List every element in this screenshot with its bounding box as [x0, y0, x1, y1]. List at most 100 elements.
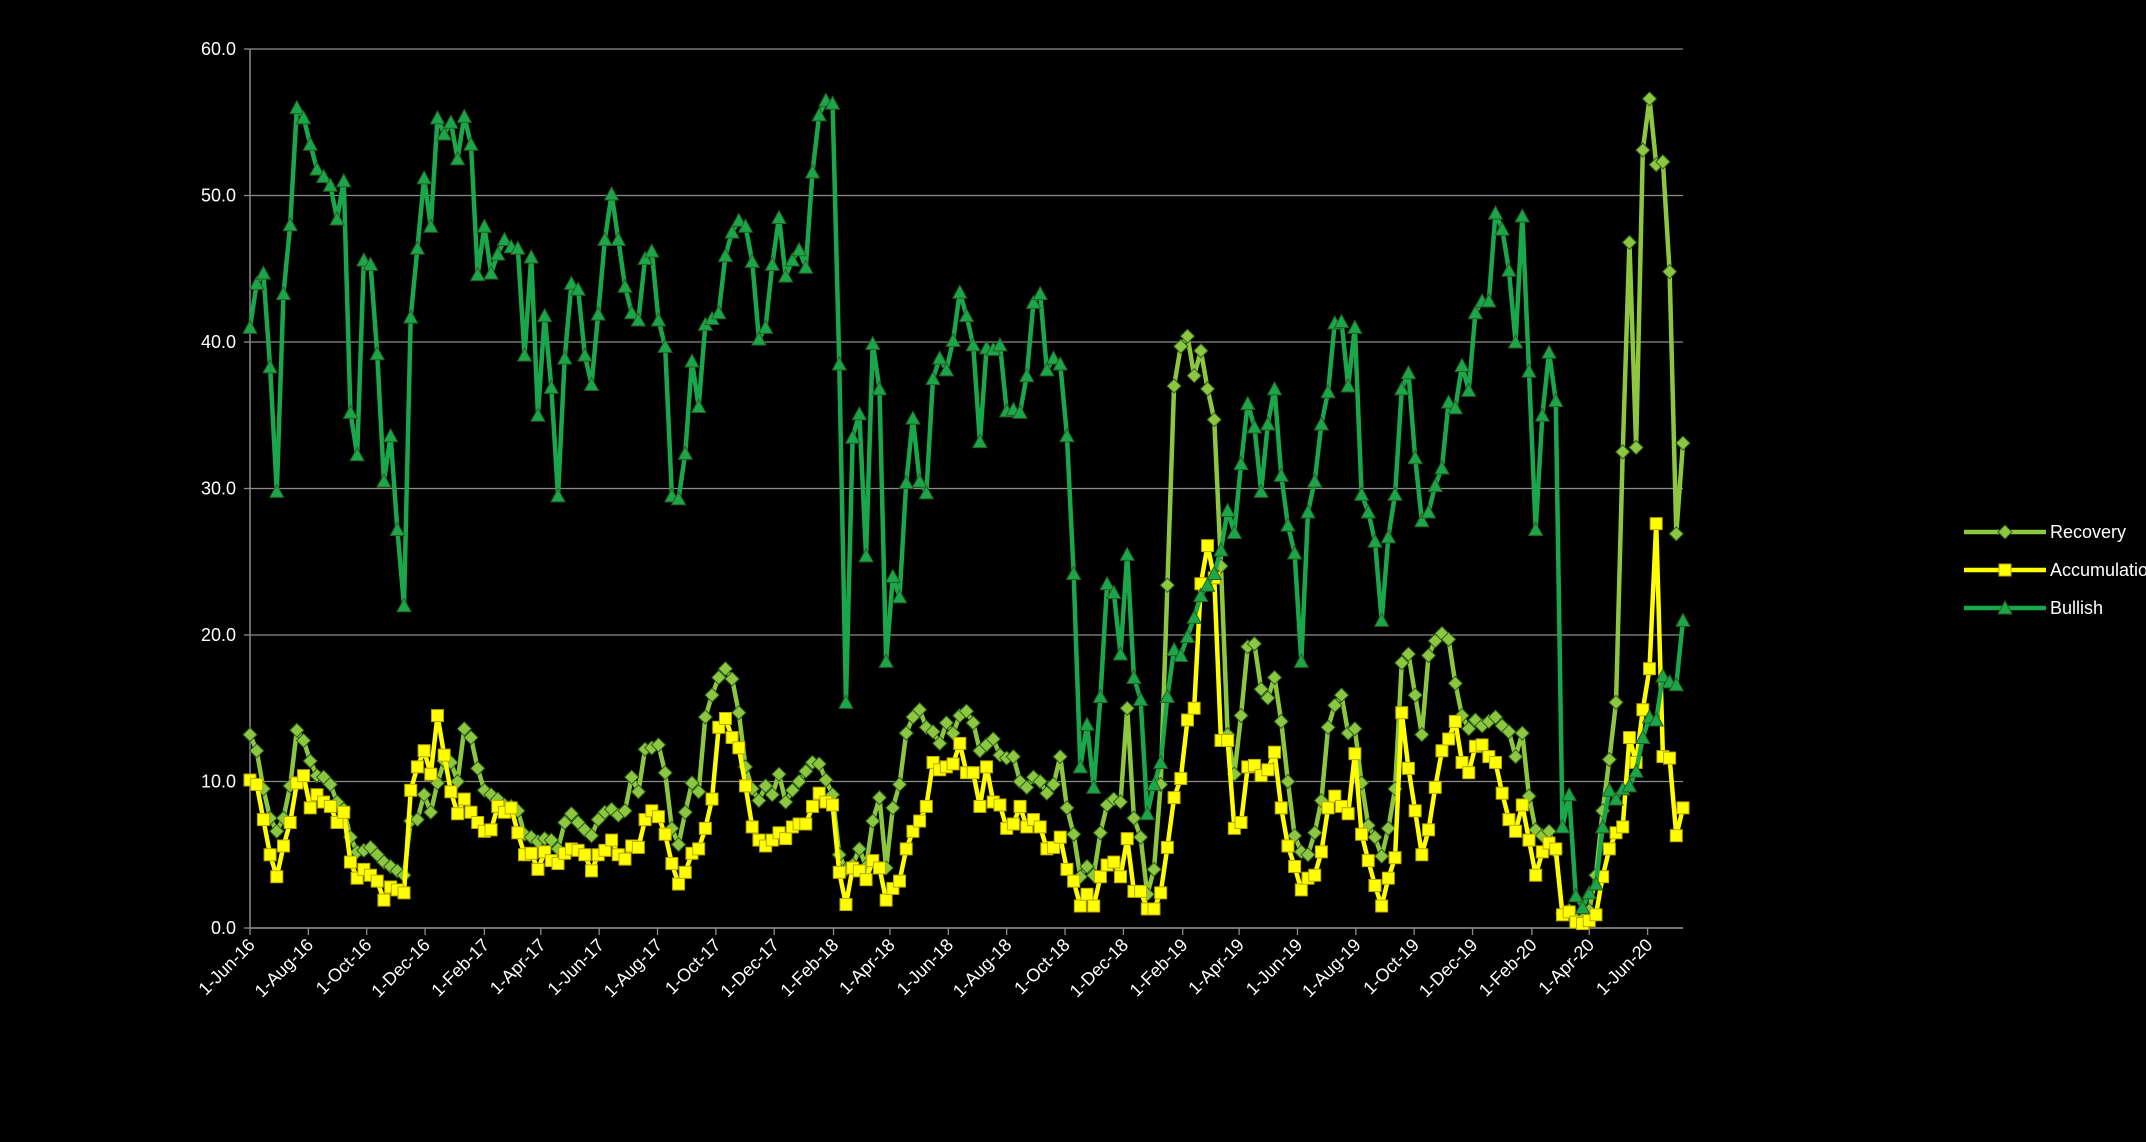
marker	[1005, 748, 1022, 765]
marker	[1648, 711, 1665, 727]
marker	[1407, 449, 1423, 465]
marker	[711, 669, 727, 686]
marker	[1521, 363, 1537, 378]
marker	[672, 877, 686, 891]
marker	[463, 729, 479, 746]
marker	[951, 284, 968, 299]
marker	[1072, 758, 1089, 774]
marker	[623, 304, 640, 320]
y-tick-label: 20.0	[201, 625, 236, 645]
marker	[1206, 411, 1222, 428]
marker	[677, 804, 693, 820]
marker	[402, 309, 419, 324]
marker	[1589, 908, 1603, 922]
marker	[919, 799, 933, 813]
marker	[585, 864, 599, 878]
marker	[389, 521, 406, 537]
marker	[1447, 399, 1464, 415]
marker	[1147, 902, 1161, 916]
marker	[1268, 745, 1282, 759]
marker	[651, 810, 665, 824]
marker	[543, 832, 560, 848]
marker	[697, 709, 714, 725]
marker	[1246, 418, 1263, 434]
marker	[1092, 688, 1109, 704]
marker	[1502, 813, 1516, 827]
marker	[303, 801, 317, 815]
marker	[1186, 367, 1202, 384]
marker	[463, 136, 479, 151]
marker	[1649, 517, 1663, 531]
marker	[410, 760, 424, 774]
marker	[717, 660, 734, 677]
marker	[1675, 612, 1691, 627]
marker	[791, 773, 807, 790]
marker	[771, 766, 787, 782]
marker	[724, 671, 740, 687]
marker	[476, 218, 493, 233]
marker	[851, 841, 868, 857]
marker	[1514, 725, 1530, 741]
marker	[704, 687, 720, 703]
marker	[1253, 483, 1269, 498]
marker	[966, 766, 980, 780]
marker	[965, 336, 982, 352]
marker	[1018, 367, 1035, 383]
marker	[1360, 503, 1377, 519]
marker	[1060, 862, 1074, 876]
marker	[1643, 662, 1657, 676]
marker	[1134, 884, 1148, 898]
marker	[1615, 444, 1631, 460]
marker	[1146, 776, 1162, 791]
marker	[946, 757, 960, 771]
legend-label: Bullish	[2050, 598, 2103, 618]
marker	[1013, 799, 1027, 813]
marker	[1602, 842, 1616, 856]
marker	[1114, 870, 1128, 884]
marker	[1073, 899, 1087, 913]
marker	[1355, 827, 1369, 841]
marker	[489, 246, 506, 261]
marker	[1047, 840, 1061, 854]
marker	[1247, 758, 1261, 772]
marker	[650, 737, 667, 753]
marker	[811, 756, 827, 772]
marker	[1628, 439, 1644, 456]
marker	[1281, 839, 1295, 853]
marker	[1333, 313, 1350, 328]
marker	[1261, 763, 1275, 777]
marker	[670, 836, 687, 853]
marker	[1033, 820, 1047, 834]
marker	[1306, 825, 1323, 841]
marker	[1293, 653, 1310, 668]
marker	[557, 814, 573, 831]
marker	[248, 275, 265, 290]
marker	[523, 248, 540, 264]
marker	[965, 715, 981, 731]
marker	[1052, 355, 1069, 371]
marker	[1455, 755, 1469, 769]
marker	[1032, 285, 1048, 301]
marker	[1440, 631, 1457, 648]
marker	[931, 350, 948, 365]
marker	[1333, 687, 1350, 703]
marker	[657, 338, 674, 353]
marker	[1514, 207, 1531, 223]
marker	[1025, 294, 1042, 309]
marker	[1554, 818, 1571, 834]
marker	[1495, 786, 1509, 800]
marker	[1080, 887, 1094, 901]
marker	[1065, 565, 1082, 580]
marker	[1092, 825, 1109, 841]
series	[243, 517, 1690, 931]
marker	[1501, 723, 1517, 740]
marker	[1173, 338, 1189, 355]
marker	[563, 275, 580, 290]
marker	[1280, 773, 1296, 790]
marker	[1273, 467, 1290, 482]
marker	[598, 843, 612, 857]
marker	[1480, 292, 1497, 308]
marker	[504, 801, 518, 815]
marker	[1507, 748, 1524, 765]
marker	[958, 703, 975, 719]
